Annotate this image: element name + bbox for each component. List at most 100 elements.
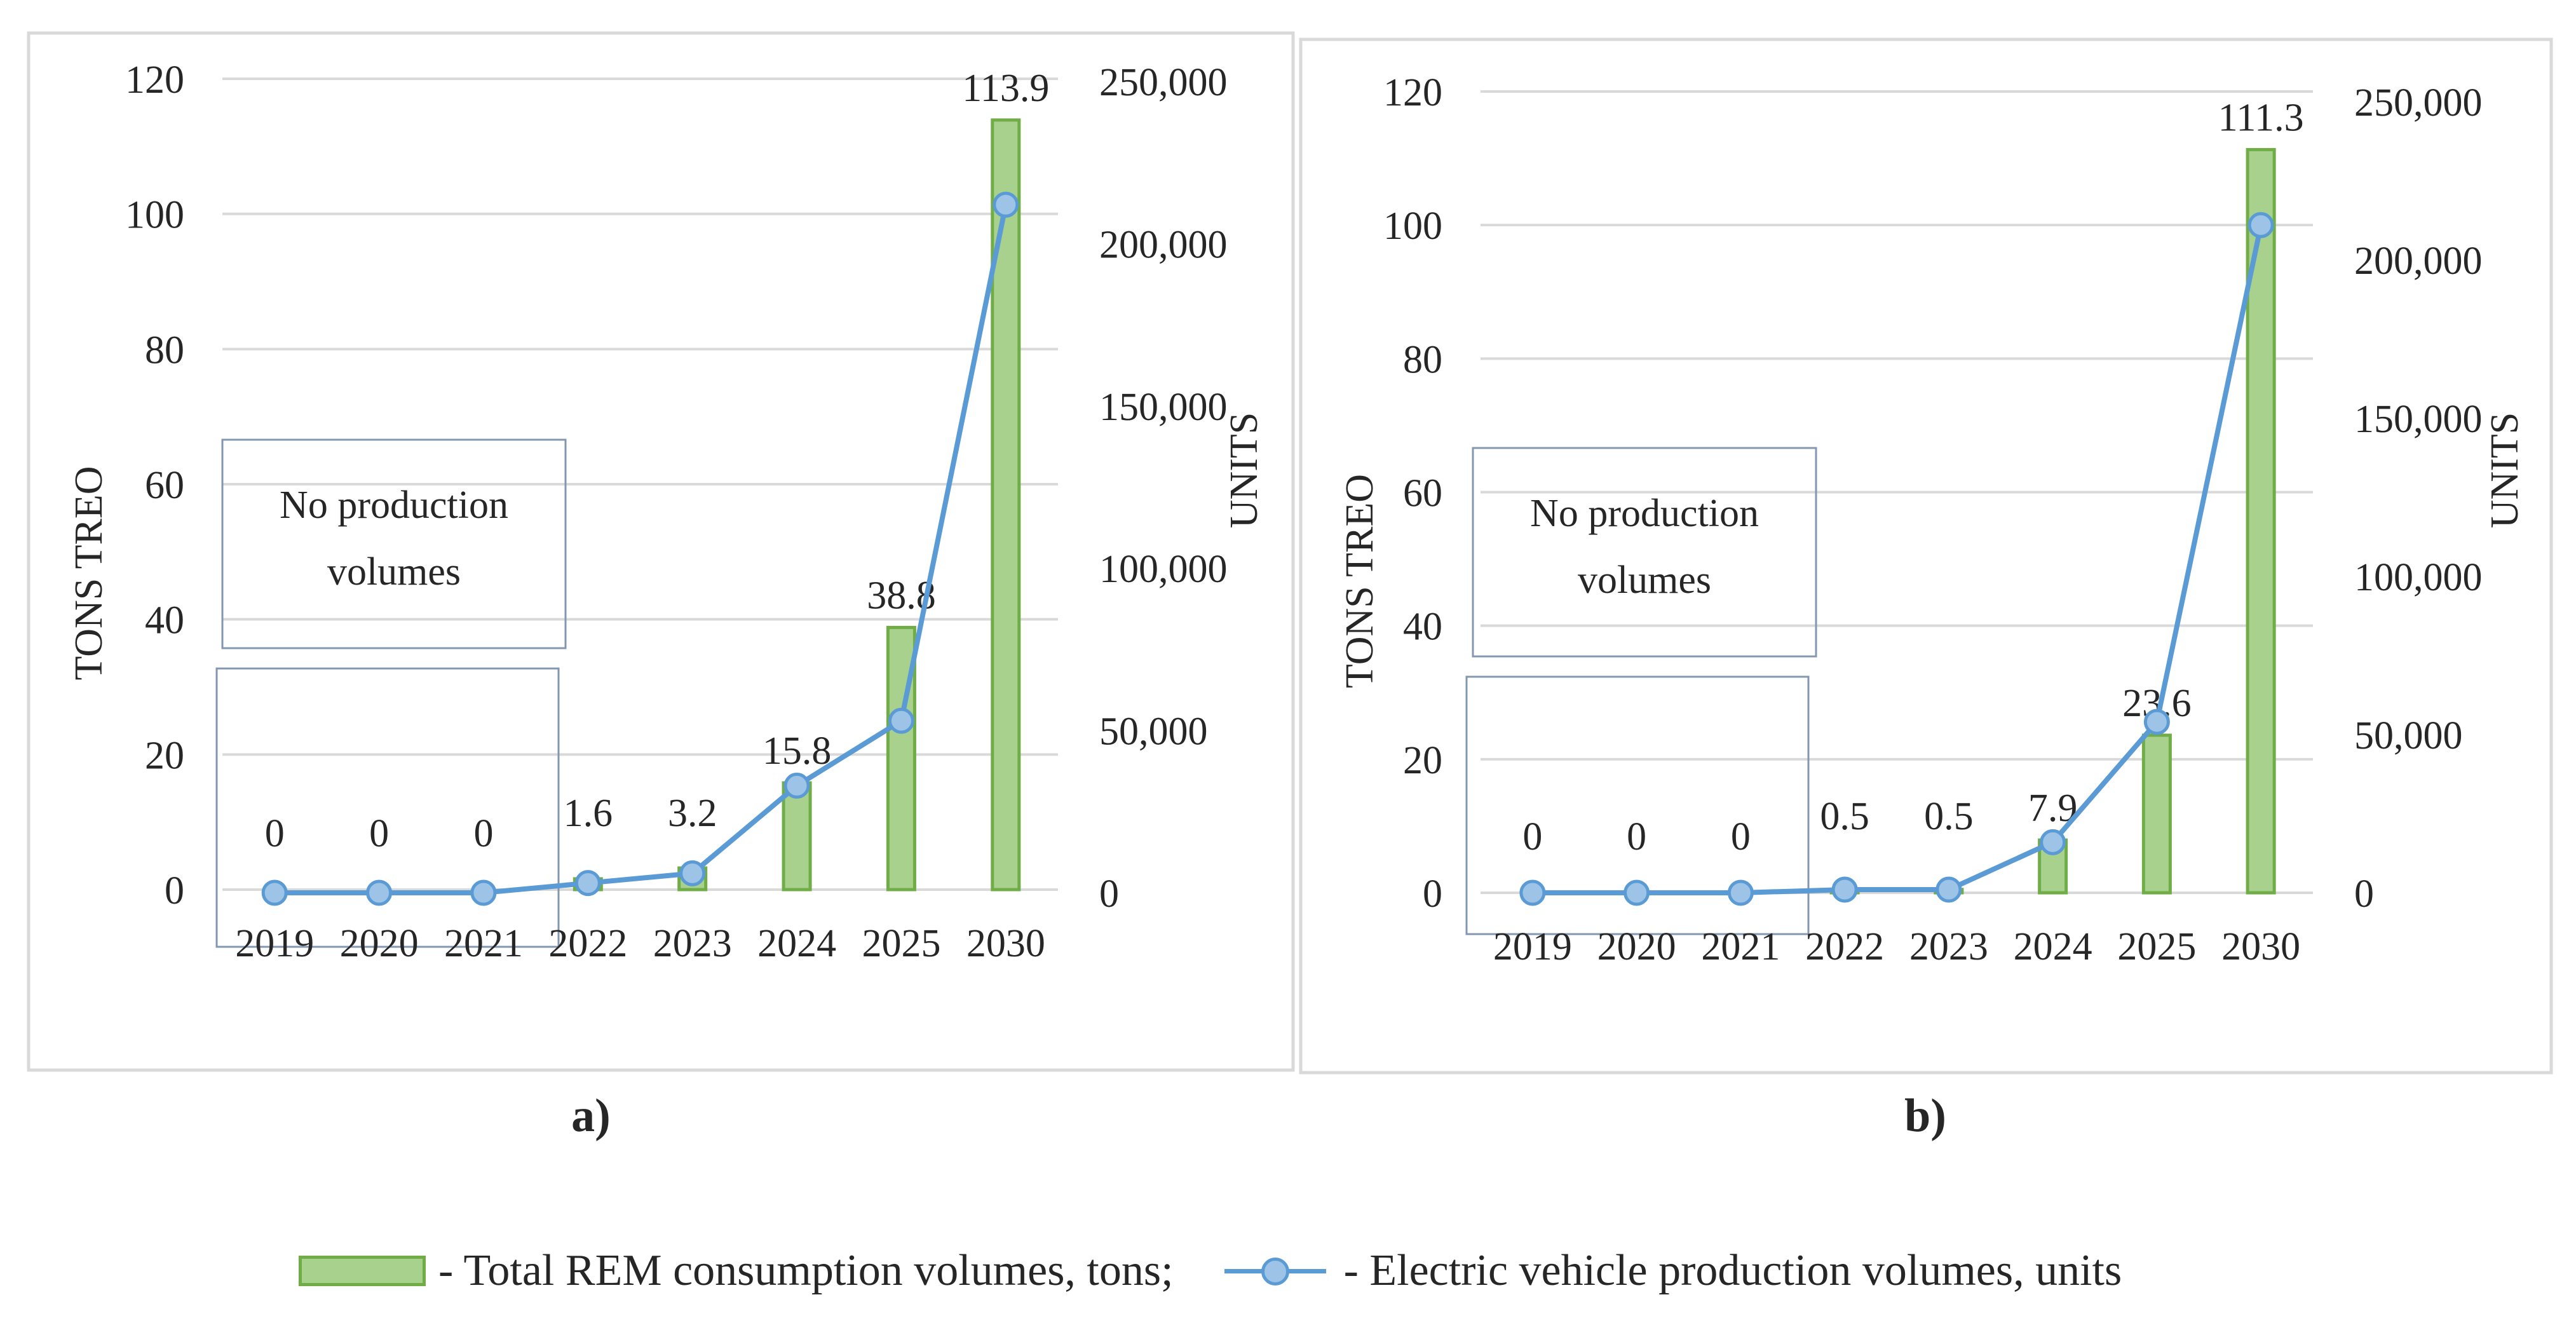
line-point: [1727, 879, 1754, 906]
y2-tick-label: 100,000: [2354, 556, 2483, 599]
y-tick-label: 40: [145, 599, 184, 642]
x-tick-label: 2019: [1493, 925, 1572, 968]
panel-label: a): [571, 1090, 611, 1142]
x-tick-label: 2023: [1909, 925, 1988, 968]
x-tick-label: 2030: [966, 922, 1045, 965]
data-label: 3.2: [668, 792, 717, 835]
line-point: [2040, 829, 2066, 855]
y2-tick-label: 200,000: [1099, 223, 1228, 266]
x-tick-label: 2024: [2014, 925, 2092, 968]
data-label: 111.3: [2218, 96, 2304, 139]
data-label: 0: [265, 812, 285, 855]
y2-axis-label: UNITS: [2483, 412, 2526, 529]
data-label: 0: [1522, 815, 1542, 858]
y2-axis-label: UNITS: [1223, 412, 1266, 529]
x-tick-label: 2020: [1597, 925, 1676, 968]
data-label: 113.9: [962, 67, 1049, 110]
y-tick-label: 80: [1403, 338, 1442, 381]
y2-tick-label: 100,000: [1099, 548, 1228, 591]
y2-tick-label: 150,000: [1099, 386, 1228, 429]
line-point: [1831, 876, 1858, 903]
y-tick-label: 20: [145, 734, 184, 777]
y-axis-label: TONS TREO: [67, 466, 111, 680]
y2-tick-label: 250,000: [2354, 81, 2483, 125]
legend: - Total REM consumption volumes, tons; -…: [299, 1233, 2122, 1309]
line-point: [993, 191, 1019, 218]
line-point: [1935, 876, 1962, 903]
bar: [2141, 733, 2172, 895]
y-tick-label: 100: [125, 194, 184, 237]
data-label: 0.5: [1820, 795, 1869, 838]
line-point: [470, 879, 497, 906]
chart-panel-b: 0 20 40 60 80 100 120 0 50,000 100,000 150,000 200,…: [1299, 37, 2553, 1142]
y2-tick-label: 50,000: [1099, 710, 1208, 754]
data-label: 0.5: [1924, 795, 1974, 838]
x-tick-label: 2021: [1701, 925, 1780, 968]
x-tick-label: 2025: [862, 922, 940, 965]
panel-label: b): [1904, 1090, 1946, 1142]
bar: [991, 118, 1021, 892]
series-line: [1532, 224, 2264, 895]
y-tick-label: 100: [1383, 205, 1442, 248]
line-point: [2247, 212, 2274, 238]
x-tick-label: 2019: [235, 922, 314, 965]
y-tick-label: 0: [165, 869, 184, 913]
chart-panel-a: 0 20 40 60 80 100 120 0 50,000 100,000 150,000 200,…: [27, 31, 1295, 1142]
line-point: [888, 707, 914, 734]
data-label: 0: [1627, 815, 1646, 858]
y-tick-label: 60: [145, 464, 184, 507]
y-tick-label: 40: [1403, 606, 1442, 649]
annotation-text-line-1: No production: [280, 484, 508, 527]
no-production-region-box: [1465, 675, 1810, 935]
x-tick-label: 2025: [2117, 925, 2196, 968]
bar: [782, 781, 812, 892]
x-tick-label: 2030: [2221, 925, 2300, 968]
y-tick-label: 0: [1423, 872, 1442, 916]
x-tick-label: 2022: [1805, 925, 1884, 968]
y2-tick-label: 250,000: [1099, 61, 1228, 104]
y2-tick-label: 200,000: [2354, 240, 2483, 283]
annotation-text-line-1: No production: [1530, 492, 1759, 535]
y2-tick-label: 50,000: [2354, 714, 2463, 757]
series-line: [275, 204, 1008, 895]
y-tick-label: 80: [145, 329, 184, 372]
y-tick-label: 120: [1383, 71, 1442, 114]
data-label: 0: [473, 812, 493, 855]
chart-frame: [1299, 37, 2553, 1075]
line-point: [2143, 709, 2170, 735]
bar: [2246, 147, 2276, 895]
line-point: [679, 860, 706, 886]
chart-frame: [27, 31, 1295, 1072]
annotation-text-line-2: volumes: [1578, 559, 1711, 602]
x-tick-label: 2022: [548, 922, 627, 965]
annotation-box: [221, 438, 567, 649]
line-point: [574, 870, 601, 897]
data-label: 15.8: [763, 729, 832, 773]
y2-tick-label: 150,000: [2354, 398, 2483, 441]
data-label: 1.6: [564, 792, 613, 835]
legend-bar-swatch: [299, 1256, 426, 1286]
line-point: [366, 879, 393, 906]
y-axis-label: TONS TREO: [1338, 474, 1381, 688]
legend-line-marker: [1261, 1258, 1289, 1286]
line-point: [1519, 879, 1546, 906]
line-point: [783, 772, 810, 799]
data-label: 0: [1731, 815, 1751, 858]
line-point: [261, 879, 288, 906]
annotation-box: [1472, 447, 1817, 658]
y-tick-label: 120: [125, 58, 184, 102]
x-tick-label: 2024: [757, 922, 836, 965]
x-tick-label: 2023: [653, 922, 732, 965]
legend-line-label: - Electric vehicle production volumes, u…: [1343, 1246, 2122, 1295]
annotation-text-line-2: volumes: [327, 550, 461, 594]
legend-line-swatch: [1224, 1255, 1326, 1287]
x-tick-label: 2020: [340, 922, 419, 965]
no-production-region-box: [215, 667, 560, 948]
y2-tick-label: 0: [1099, 872, 1119, 916]
legend-bar-label: - Total REM consumption volumes, tons;: [438, 1246, 1174, 1295]
x-tick-label: 2021: [444, 922, 523, 965]
line-point: [1624, 879, 1650, 906]
y-tick-label: 60: [1403, 472, 1442, 515]
data-label: 0: [369, 812, 389, 855]
